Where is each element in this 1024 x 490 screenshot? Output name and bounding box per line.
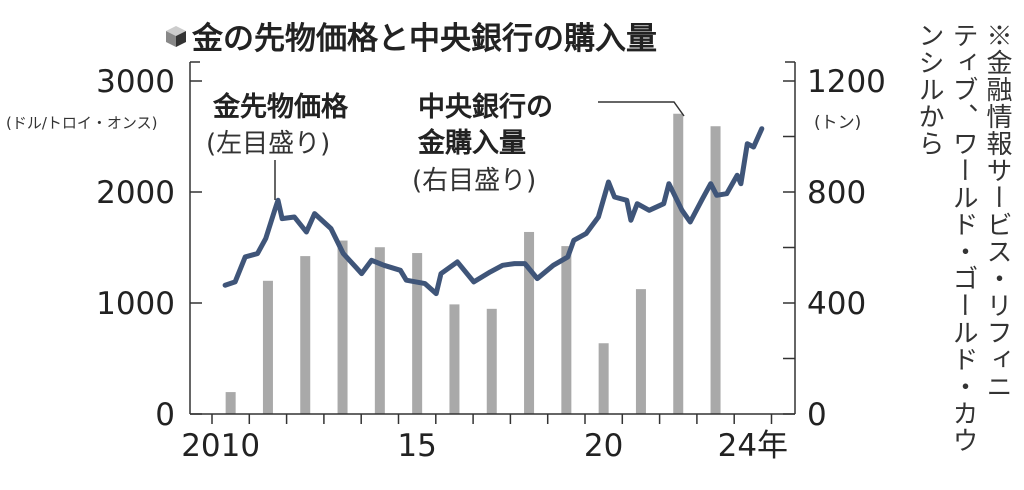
- bar-2021: [635, 289, 646, 414]
- left-tick-label: 0: [155, 397, 175, 433]
- bar-2014: [374, 247, 385, 414]
- bar-2011: [262, 280, 273, 414]
- bar-2010: [225, 392, 236, 414]
- cube-icon: [166, 26, 186, 47]
- left-axis-unit: (ドル/トロイ・オンス): [6, 114, 157, 132]
- right-tick-label: 0: [807, 397, 827, 433]
- left-tick-label: 2000: [96, 175, 175, 211]
- x-tick-label: 2010: [181, 428, 260, 464]
- bar-series-label-2: 金購入量: [417, 127, 526, 159]
- bar-2015: [412, 253, 423, 414]
- right-tick-label: 1200: [807, 64, 886, 100]
- source-note-line-2: ティブ、ワールド・ゴールド・カウ: [948, 22, 978, 454]
- bar-series-label-1: 中央銀行の: [418, 91, 553, 123]
- x-tick-label: 15: [397, 428, 436, 464]
- left-tick-label: 3000: [96, 64, 175, 100]
- bar-series: [225, 113, 721, 415]
- bar-2016: [449, 304, 460, 414]
- right-tick-label: 400: [807, 286, 866, 322]
- bar-2022: [673, 113, 684, 415]
- bar-leader-line: [598, 101, 685, 117]
- bar-2020: [598, 343, 609, 414]
- right-tick-label: 800: [807, 175, 866, 211]
- bar-2012: [300, 256, 311, 414]
- left-tick-label: 1000: [96, 286, 175, 322]
- bar-2023: [710, 126, 721, 415]
- gold-price-line: [222, 126, 765, 297]
- x-tick-label: 20: [584, 428, 623, 464]
- bar-2013: [337, 240, 348, 414]
- bar-2017: [486, 308, 497, 414]
- source-note: ※金融情報サービス・リフィニ ティブ、ワールド・ゴールド・カウ ンシルから: [912, 22, 1014, 482]
- axes: 0 1000 2000 3000 0 400 800 1200 2010 15 20 24年: [96, 61, 886, 464]
- source-note-line-3: ンシルから: [914, 22, 944, 157]
- x-tick-label: 24年: [718, 428, 788, 464]
- right-axis-unit: (トン): [814, 113, 861, 133]
- source-note-line-1: ※金融情報サービス・リフィニ: [982, 22, 1012, 400]
- bar-2019: [561, 246, 572, 414]
- bar-2018: [524, 231, 535, 414]
- price-series-label: 金先物価格: [212, 91, 349, 123]
- price-series-sublabel: (左目盛り): [206, 129, 330, 159]
- bar-series-sublabel: (右目盛り): [412, 166, 536, 196]
- chart-title: 金の先物価格と中央銀行の購入量: [191, 21, 657, 57]
